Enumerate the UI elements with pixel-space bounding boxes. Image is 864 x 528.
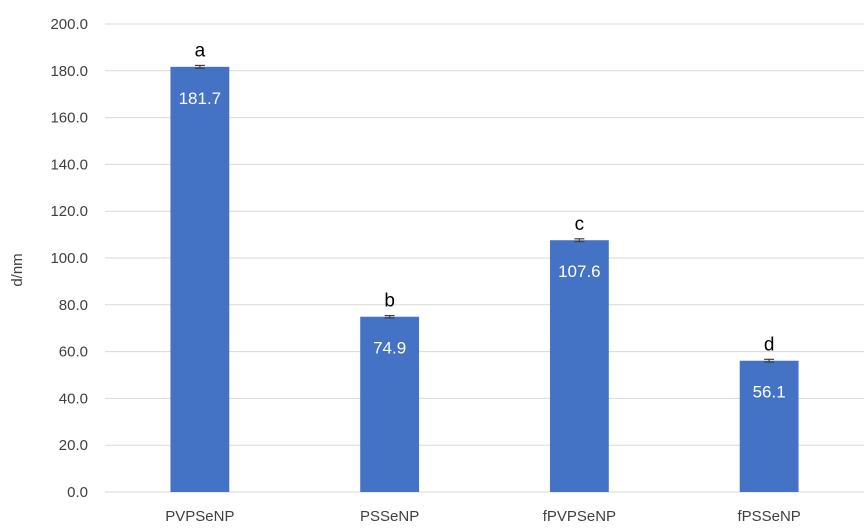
y-tick-label: 160.0 [50,110,88,127]
y-tick-label: 100.0 [50,250,88,267]
data-label: 181.7 [179,89,222,108]
data-label: 107.6 [558,262,601,281]
gridlines [105,23,864,493]
data-label: 56.1 [753,383,786,402]
significance-letter: a [195,40,206,61]
y-axis-ticks: 0.0 20.0 40.0 60.0 80.0 100.0 120.0 140.0 160.0 1… [50,16,88,501]
significance-letter: d [764,334,775,355]
y-tick-label: 140.0 [50,156,88,173]
bar [549,240,609,492]
x-tick-label: fPVPSeNP [543,508,616,525]
significance-letter: c [575,214,585,235]
bar [360,316,420,492]
y-tick-label: 200.0 [50,16,88,33]
y-tick-label: 120.0 [50,203,88,220]
y-tick-label: 40.0 [59,390,88,407]
y-tick-label: 20.0 [59,437,88,454]
x-tick-label: fPSSeNP [737,508,800,525]
bars: 181.7 a 74.9 b 107.6 c 56.1 d [170,40,799,493]
bar [739,360,799,492]
significance-letter: b [384,291,395,312]
y-tick-label: 0.0 [67,484,88,501]
x-axis-ticks: PVPSeNP PSSeNP fPVPSeNP fPSSeNP [165,508,801,525]
y-tick-label: 60.0 [59,344,88,361]
x-tick-label: PVPSeNP [165,508,234,525]
y-tick-label: 80.0 [59,297,88,314]
y-axis-label: d/nm [9,253,26,286]
data-label: 74.9 [373,339,406,358]
x-tick-label: PSSeNP [360,508,419,525]
y-tick-label: 180.0 [50,63,88,80]
bar [170,66,230,493]
